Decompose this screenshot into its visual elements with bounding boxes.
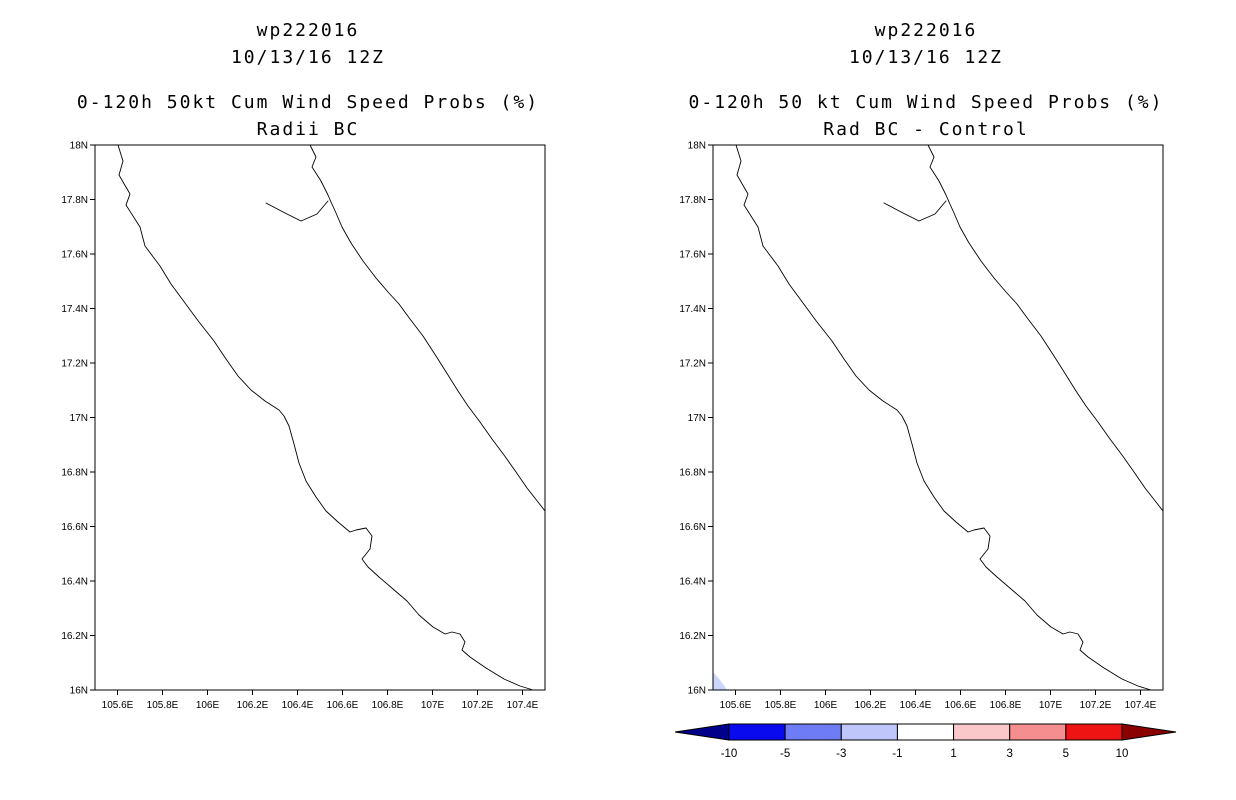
colorbar-segment [840, 723, 898, 741]
coastline [309, 144, 546, 512]
product-title: 0-120h 50 kt Cum Wind Speed Probs (%) [688, 92, 1164, 113]
storm-id-title: wp222016 [256, 20, 360, 41]
colorbar-tick-label: -3 [836, 748, 846, 760]
lon-tick-label: 107E [421, 700, 445, 711]
lat-tick-label: 16.6N [679, 522, 706, 533]
difference-colorbar: -10 -5 -3 -1 1 3 5 10 [674, 723, 1177, 760]
shaded-region [713, 672, 727, 690]
lon-tick-label: 107E [1039, 700, 1063, 711]
lat-tick-label: 17.8N [679, 195, 706, 206]
lat-tick-label: 17N [688, 413, 706, 424]
coastline [265, 200, 329, 222]
lon-tick-label: 106.6E [327, 700, 359, 711]
lon-tick-label: 107.4E [507, 700, 539, 711]
colorbar-left-arrow [674, 723, 730, 741]
map-content [117, 144, 546, 691]
colorbar-segment [896, 723, 955, 741]
lat-tick-label: 17.6N [679, 250, 706, 261]
lat-tick-label: 16N [688, 686, 706, 697]
colorbar-segment [1009, 723, 1067, 741]
init-time-title: 10/13/16 12Z [848, 47, 1004, 68]
lat-tick-label: 17.2N [61, 359, 88, 370]
colorbar-tick-label: -10 [721, 748, 738, 760]
lat-tick-label: 16.8N [679, 468, 706, 479]
colorbar-tick-label: 1 [950, 748, 956, 760]
lat-tick-label: 17.6N [61, 250, 88, 261]
lat-tick-label: 16.6N [61, 522, 88, 533]
colorbar-segment [953, 723, 1011, 741]
panel-rad-bc-minus-control: wp222016 10/13/16 12Z 0-120h 50 kt Cum W… [663, 0, 1177, 800]
colorbar-segment [728, 723, 786, 741]
lat-tick-label: 16.4N [61, 577, 88, 588]
lat-tick-label: 17.2N [679, 359, 706, 370]
lon-tick-label: 106.2E [237, 700, 269, 711]
experiment-title: Rad BC - Control [823, 119, 1029, 140]
storm-id-title: wp222016 [874, 20, 978, 41]
lat-tick-label: 18N [70, 141, 88, 152]
lat-tick-label: 16.4N [679, 577, 706, 588]
coastline [883, 200, 947, 222]
lon-tick-label: 106E [196, 700, 220, 711]
map-frame [712, 144, 1164, 691]
colorbar-segment [1065, 723, 1123, 741]
map-frame [94, 144, 546, 691]
lon-tick-label: 105.6E [102, 700, 134, 711]
lat-tick-label: 16.2N [679, 631, 706, 642]
lon-tick-label: 105.8E [765, 700, 797, 711]
colorbar-tick-label: -5 [780, 748, 790, 760]
product-title: 0-120h 50kt Cum Wind Speed Probs (%) [76, 92, 540, 113]
colorbar-tick-label: 10 [1116, 748, 1129, 760]
lon-tick-label: 107.2E [1080, 700, 1112, 711]
colorbar-right-arrow [1121, 723, 1177, 741]
init-time-title: 10/13/16 12Z [230, 47, 386, 68]
lat-tick-label: 16.2N [61, 631, 88, 642]
lat-tick-label: 16.8N [61, 468, 88, 479]
panel-radii-bc: wp222016 10/13/16 12Z 0-120h 50kt Cum Wi… [45, 0, 550, 800]
lat-tick-label: 17.4N [679, 304, 706, 315]
lat-tick-label: 16N [70, 686, 88, 697]
lat-tick-label: 18N [688, 141, 706, 152]
lon-tick-label: 106.6E [945, 700, 977, 711]
coastline [117, 144, 534, 691]
coastline [735, 144, 1152, 691]
colorbar-tick-label: 3 [1007, 748, 1013, 760]
coastline [927, 144, 1164, 512]
map-plot-radii-bc: 18N 17.8N 17.6N 17.4N 17.2N 17N 16.8N 16.6N 16.4… [61, 141, 546, 711]
lon-tick-label: 106.4E [900, 700, 932, 711]
lat-tick-label: 17N [70, 413, 88, 424]
lon-tick-label: 106.4E [282, 700, 314, 711]
lon-tick-label: 107.4E [1125, 700, 1157, 711]
map-content [713, 144, 1164, 691]
colorbar-segment [784, 723, 842, 741]
experiment-title: Radii BC [256, 119, 360, 140]
lon-tick-label: 106.8E [372, 700, 404, 711]
lon-tick-label: 106E [814, 700, 838, 711]
colorbar-tick-label: -1 [892, 748, 902, 760]
lon-tick-label: 106.2E [855, 700, 887, 711]
colorbar-tick-label: 5 [1063, 748, 1069, 760]
lon-tick-label: 106.8E [990, 700, 1022, 711]
lon-tick-label: 105.8E [147, 700, 179, 711]
map-plot-rad-bc-minus-control: 18N 17.8N 17.6N 17.4N 17.2N 17N 16.8N 16.6N 16.4… [679, 141, 1164, 711]
lon-tick-label: 107.2E [462, 700, 494, 711]
lat-tick-label: 17.8N [61, 195, 88, 206]
lat-tick-label: 17.4N [61, 304, 88, 315]
lon-tick-label: 105.6E [720, 700, 752, 711]
